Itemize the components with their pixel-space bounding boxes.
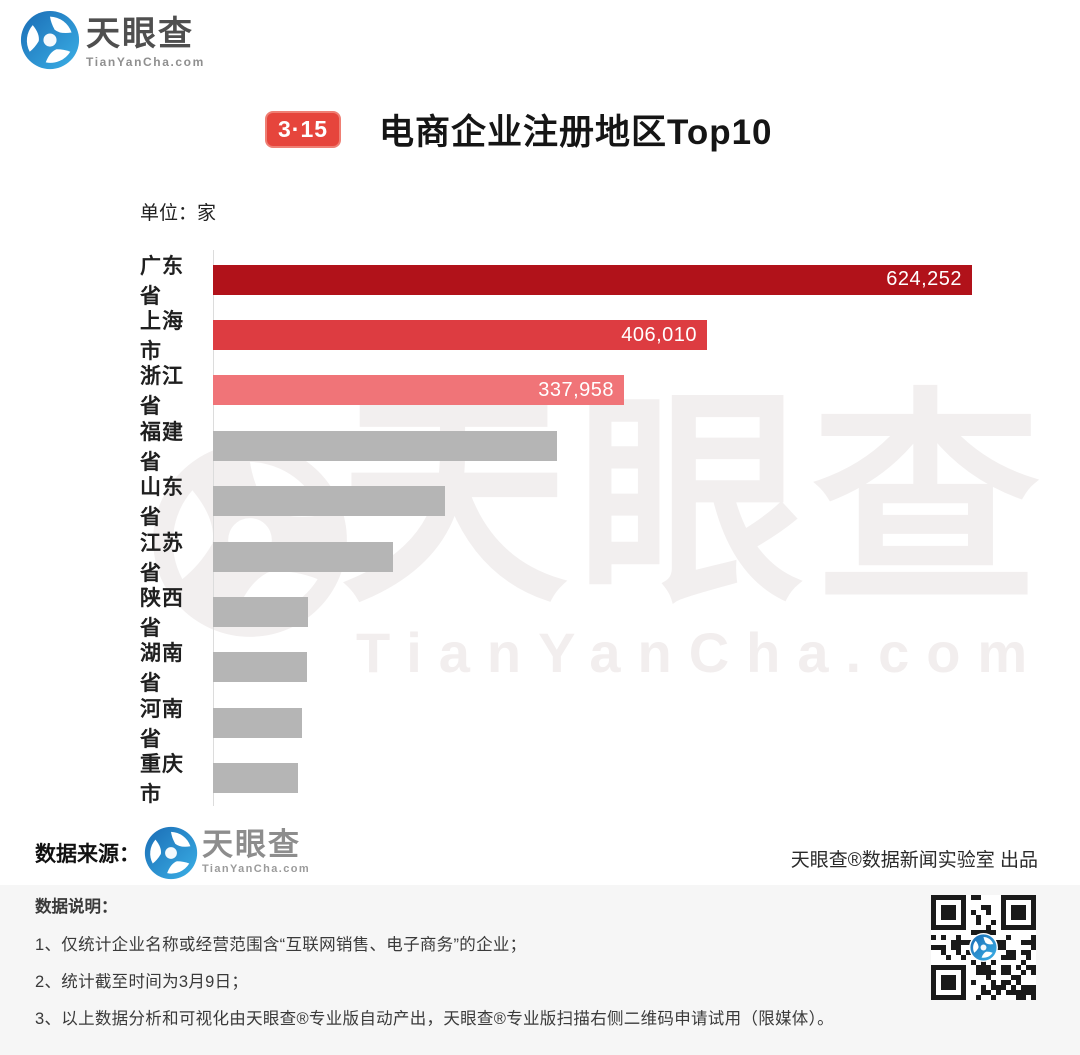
- bar-track: 406,010: [213, 320, 1050, 351]
- bar: [213, 707, 302, 738]
- bar-label: 山东省: [140, 476, 184, 530]
- title-row: 3·15 电商企业注册地区Top10: [265, 104, 773, 155]
- bar: 624,252: [213, 264, 972, 295]
- chart-row: 广东省 624,252: [140, 252, 1050, 308]
- bar-value-label: 406,010: [621, 323, 697, 346]
- unit-label: 单位：家: [140, 203, 217, 224]
- bar-track: [213, 597, 1050, 628]
- bar-track: [213, 652, 1050, 683]
- watermark-domain-text: TianYanCha.com: [356, 621, 1045, 684]
- chart-row: 陕西省: [140, 584, 1050, 641]
- bar: [213, 597, 308, 628]
- source-brand-name: 天眼查: [202, 827, 301, 862]
- bar-label: 福建省: [140, 420, 184, 474]
- chart-row: 浙江省 337,958: [140, 363, 1050, 418]
- bar: 406,010: [213, 320, 707, 351]
- source-label: 数据来源：: [35, 843, 140, 866]
- source-eye-icon: [144, 826, 198, 880]
- bar-track: [213, 430, 1050, 461]
- bar-chart: 广东省 624,252 上海市 406,010 浙江省 337,958 福建省 山东省 江苏省陕…: [140, 252, 1050, 806]
- chart-row: 重庆市: [140, 751, 1050, 806]
- tianyancha-logo: 天眼查 TianYanCha.com: [20, 10, 205, 70]
- bar-track: [213, 763, 1050, 794]
- qr-pattern: [931, 895, 1036, 1000]
- bar-track: 337,958: [213, 375, 1050, 406]
- note-item: 1、仅统计企业名称或经营范围含“互联网销售、电子商务”的企业；: [35, 936, 527, 954]
- source-brand-texts: 天眼查 TianYanCha.com: [202, 826, 311, 875]
- chart-row: 河南省: [140, 695, 1050, 751]
- note-item: 3、以上数据分析和可视化由天眼查®专业版自动产出，天眼查®专业版扫描右侧二维码申…: [35, 1010, 834, 1028]
- bar-label: 浙江省: [140, 365, 184, 419]
- bar-track: 624,252: [213, 264, 1050, 295]
- notes-list: 1、仅统计企业名称或经营范围含“互联网销售、电子商务”的企业； 2、统计截至时间为…: [35, 931, 834, 1029]
- tianyancha-logo-texts: 天眼查 TianYanCha.com: [86, 10, 205, 69]
- page-title: 电商企业注册地区Top10: [379, 113, 773, 152]
- watermark: 天眼查 TianYanCha.com: [150, 388, 1060, 685]
- chart-row: 湖南省: [140, 640, 1050, 695]
- bar-label: 河南省: [140, 697, 184, 751]
- bar-value-label: 624,252: [886, 268, 962, 291]
- bar-label: 湖南省: [140, 642, 184, 696]
- note-item: 2、统计截至时间为3月9日；: [35, 973, 249, 991]
- bar-track: [213, 707, 1050, 738]
- tianyancha-logo-domain: TianYanCha.com: [86, 55, 205, 70]
- bar: 337,958: [213, 375, 624, 406]
- 315-badge: 3·15: [265, 111, 342, 148]
- tianyancha-eye-icon: [20, 10, 80, 70]
- watermark-texts: 天眼查 TianYanCha.com: [340, 388, 1048, 685]
- bar-value-label: 337,958: [538, 378, 614, 401]
- bar: [213, 652, 307, 683]
- source-brand-logo: 天眼查 TianYanCha.com: [144, 826, 310, 880]
- bar-label: 陕西省: [140, 587, 184, 641]
- qr-center-logo: [969, 933, 998, 962]
- chart-row: 福建省: [140, 418, 1050, 474]
- chart-row: 山东省: [140, 474, 1050, 529]
- chart-rows: 广东省 624,252 上海市 406,010 浙江省 337,958 福建省 山东省 江苏省陕…: [140, 252, 1050, 806]
- source-brand-domain: TianYanCha.com: [202, 862, 311, 875]
- watermark-brand-text: 天眼查: [340, 375, 1048, 629]
- notes-title: 数据说明：: [35, 898, 118, 916]
- bar-label: 重庆市: [140, 753, 184, 807]
- chart-row: 江苏省: [140, 529, 1050, 585]
- bar-label: 上海市: [140, 310, 184, 364]
- bar: [213, 430, 557, 461]
- bar-label: 广东省: [140, 254, 184, 308]
- chart-row: 上海市 406,010: [140, 307, 1050, 364]
- bar-track: [213, 541, 1050, 572]
- qr-eye-icon: [970, 934, 997, 961]
- tianyancha-logo-name: 天眼查: [86, 15, 194, 53]
- qr-code: [931, 895, 1036, 1000]
- bar: [213, 763, 298, 794]
- notes: 数据说明： 1、仅统计企业名称或经营范围含“互联网销售、电子商务”的企业； 2、统…: [35, 893, 834, 1042]
- bar-track: [213, 486, 1050, 517]
- producer-credit: 天眼查®数据新闻实验室 出品: [790, 850, 1038, 871]
- notes-band: 数据说明： 1、仅统计企业名称或经营范围含“互联网销售、电子商务”的企业； 2、统…: [0, 885, 1080, 1055]
- bar: [213, 541, 393, 572]
- bar: [213, 486, 445, 517]
- bar-label: 江苏省: [140, 531, 184, 585]
- source-row: 数据来源： 天眼查 TianYanCha.com: [35, 826, 310, 880]
- axis-line: [213, 250, 214, 806]
